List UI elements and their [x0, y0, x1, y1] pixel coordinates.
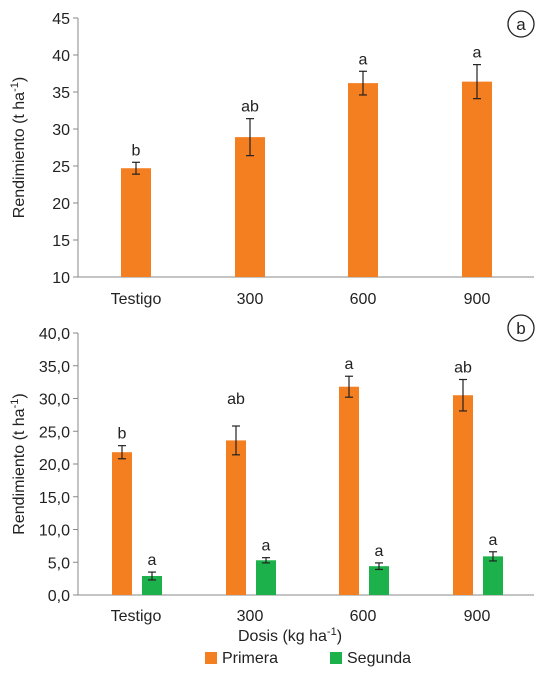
legend-label-segunda: Segunda	[347, 650, 411, 667]
y-tick-label: 15	[52, 233, 70, 250]
y-tick-label: 10	[52, 270, 70, 287]
legend: Primera Segunda	[205, 650, 411, 667]
y-axis-title-close: )	[11, 77, 28, 82]
y-tick-label: 25,0	[39, 424, 70, 441]
y-tick-label: 30	[52, 122, 70, 139]
x-tick-label: 300	[237, 608, 264, 625]
legend-swatch-primera	[205, 652, 217, 664]
bar-segunda-2	[369, 566, 389, 595]
bar-segunda-0	[142, 576, 162, 595]
y-tick-label: 25	[52, 159, 70, 176]
y-tick-label: 40	[52, 48, 70, 65]
x-tick-label: 300	[237, 291, 264, 308]
legend-swatch-segunda	[330, 652, 342, 664]
bar-series-0	[121, 168, 151, 277]
chart-panel-b: 0,0 5,0 10,0 15,0 20,0 25,0 30,0 35,0 40,0 Testig…	[9, 314, 535, 667]
significance-letter: a	[345, 356, 354, 373]
x-tick-label: 900	[464, 291, 491, 308]
y-tick-label: 5,0	[48, 555, 70, 572]
y-axis-title-sup: -1	[9, 399, 21, 409]
x-axis-title-sup: -1	[327, 626, 337, 638]
y-axis-title-sup: -1	[9, 82, 21, 92]
y-tick-label: 35	[52, 85, 70, 102]
bar-series-1	[235, 137, 265, 277]
bar-series-3	[462, 81, 492, 277]
significance-letter: ab	[241, 99, 259, 116]
bar-primera-0	[112, 452, 132, 595]
significance-letter: b	[118, 426, 127, 443]
y-axis-title-text: Rendimiento (t ha	[11, 92, 28, 218]
significance-letter: ab	[227, 391, 245, 408]
bar-primera-3	[453, 395, 473, 595]
bar-primera-2	[339, 386, 359, 595]
x-tick-label: 900	[464, 608, 491, 625]
significance-letter: a	[489, 532, 498, 549]
significance-letter: ab	[454, 360, 472, 377]
x-axis-title-text: Dosis (kg ha	[238, 628, 327, 645]
y-tick-label: 20	[52, 196, 70, 213]
significance-letter: b	[132, 142, 141, 159]
y-tick-label: 35,0	[39, 359, 70, 376]
y-tick-label: 10,0	[39, 523, 70, 540]
bar-segunda-1	[256, 560, 276, 595]
y-axis-title-text: Rendimiento (t ha	[11, 408, 28, 534]
significance-letter: a	[359, 51, 368, 68]
panel-label: a	[516, 15, 526, 34]
y-tick-label: 30,0	[39, 392, 70, 409]
panel-label-circle	[507, 10, 535, 38]
significance-letter: a	[148, 552, 157, 569]
bar-primera-1	[226, 440, 246, 595]
bar-series-2	[348, 83, 378, 278]
significance-letter: a	[375, 543, 384, 560]
y-axis-title: Rendimiento (t ha-1)	[9, 393, 28, 534]
y-axis-title-close: )	[11, 393, 28, 398]
x-tick-label: Testigo	[111, 291, 162, 308]
y-axis-title: Rendimiento (t ha-1)	[9, 77, 28, 218]
y-tick-label: 45	[52, 11, 70, 28]
y-tick-label: 40,0	[39, 326, 70, 343]
legend-label-primera: Primera	[222, 650, 278, 667]
y-tick-label: 20,0	[39, 457, 70, 474]
panel-label-circle	[507, 314, 535, 342]
x-axis-title-close: )	[337, 628, 342, 645]
x-tick-label: 600	[350, 608, 377, 625]
y-tick-label: 0,0	[48, 588, 70, 605]
panel-label: b	[516, 319, 525, 338]
bar-segunda-3	[483, 556, 503, 595]
x-axis-title: Dosis (kg ha-1)	[238, 626, 342, 645]
x-tick-label: 600	[350, 291, 377, 308]
significance-letter: a	[262, 538, 271, 555]
significance-letter: a	[473, 45, 482, 62]
chart-panel-a: 10 15 20 25 30 35 40 45 Testigo 300 600 900 Rendimie…	[9, 10, 535, 308]
x-tick-label: Testigo	[111, 608, 162, 625]
y-tick-label: 15,0	[39, 490, 70, 507]
